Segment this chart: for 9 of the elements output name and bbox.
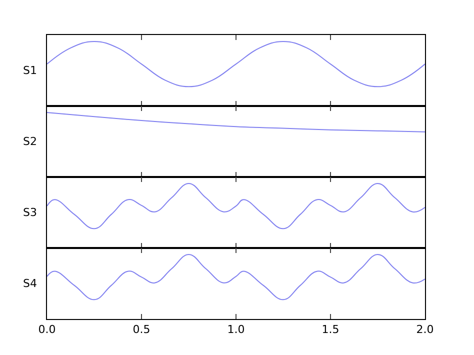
y-axis-title: S3 [23,206,37,219]
y-axis-title: S1 [23,64,37,77]
y-axis-title: S4 [23,277,37,290]
x-tick-label: 2.0 [416,323,434,336]
x-tick-label: 1.5 [322,323,340,336]
x-tick-label: 0.5 [132,323,150,336]
y-axis-title: S2 [23,135,37,148]
x-tick-label: 1.0 [227,323,245,336]
x-tick-label: 0.0 [38,323,56,336]
